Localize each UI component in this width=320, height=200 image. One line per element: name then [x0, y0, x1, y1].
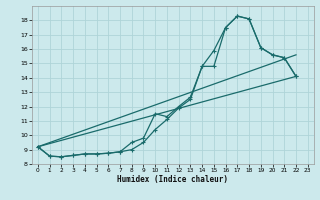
X-axis label: Humidex (Indice chaleur): Humidex (Indice chaleur): [117, 175, 228, 184]
